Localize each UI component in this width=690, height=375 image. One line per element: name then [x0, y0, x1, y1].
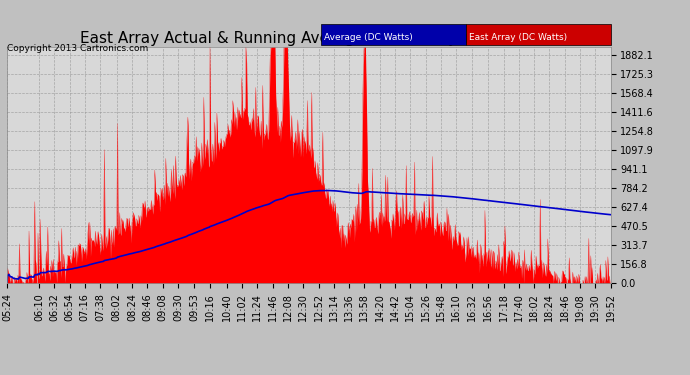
Title: East Array Actual & Running Average Power Sat Jun 1 20:10: East Array Actual & Running Average Powe… [80, 31, 538, 46]
Text: Average (DC Watts): Average (DC Watts) [324, 33, 413, 42]
Text: Copyright 2013 Cartronics.com: Copyright 2013 Cartronics.com [7, 44, 148, 52]
Text: East Array (DC Watts): East Array (DC Watts) [469, 33, 567, 42]
